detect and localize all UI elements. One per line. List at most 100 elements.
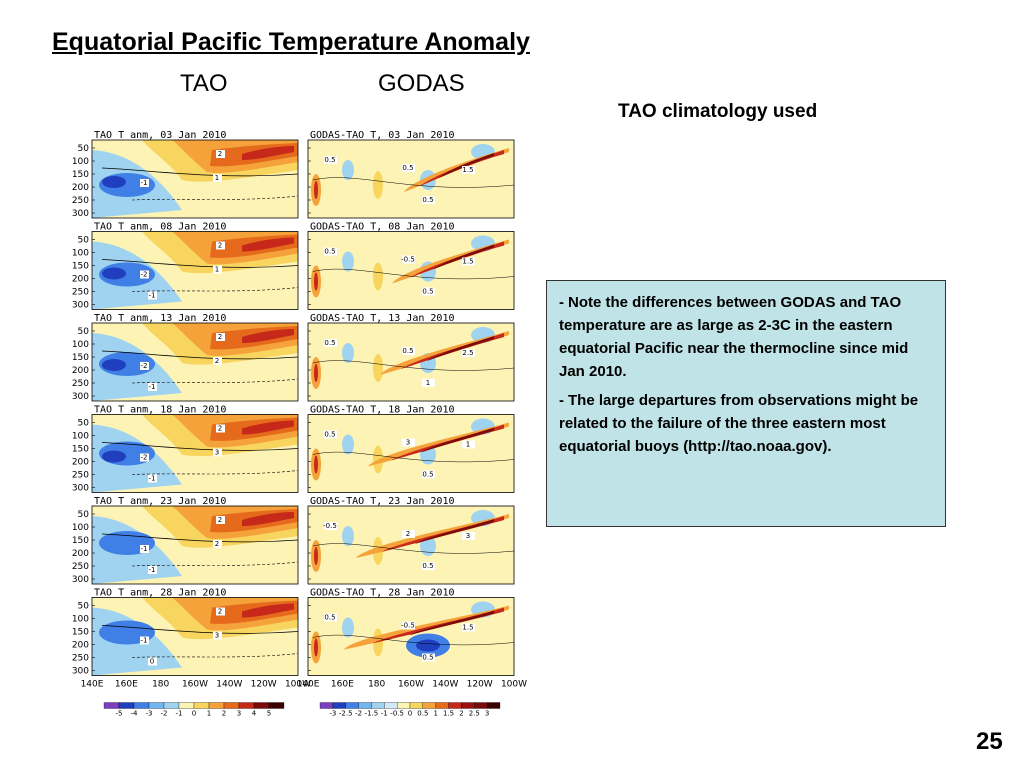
contour-label: -1 [141, 179, 148, 187]
contour-label: -2 [141, 271, 148, 279]
contour-label: 0.5 [324, 248, 335, 256]
depth-tick-label: 300 [72, 575, 89, 585]
depth-tick-label: 150 [72, 170, 89, 180]
colorbar-label: 2.5 [469, 710, 480, 718]
tao-panel-title: TAO T anm, 28 Jan 2010 [94, 588, 226, 599]
note-item-2: - The large departures from observations … [559, 389, 935, 458]
depth-tick-label: 150 [72, 536, 89, 546]
note-text-2: The large departures from observations m… [559, 392, 919, 455]
colorbar-label: 3 [485, 710, 489, 718]
depth-tick-label: 150 [72, 445, 89, 455]
godas-panel: GODAS-TAO T, 03 Jan 2010 0.5 0.5 1.5 0.5 [307, 130, 515, 219]
colorbar-label: 0 [408, 710, 412, 718]
contour-label: 2 [215, 540, 219, 548]
contour-label: 1 [215, 174, 219, 182]
colorbar-label: -1.5 [365, 710, 379, 718]
longitude-tick-label: 140E [297, 680, 320, 690]
colorbar-label: 0.5 [417, 710, 428, 718]
colorbar-label: 4 [252, 710, 257, 718]
tao-panel: TAO T anm, 28 Jan 2010 2 3 -1 0 [91, 588, 299, 676]
colorbar-label: -1 [381, 710, 388, 718]
note-item-1: - Note the differences between GODAS and … [559, 291, 935, 383]
contour-label: 1 [466, 441, 470, 449]
depth-tick-label: 300 [72, 484, 89, 494]
depth-tick-label: 100 [72, 157, 89, 167]
page-number: 25 [976, 728, 1003, 755]
contour-label: -0.5 [401, 622, 415, 630]
depth-tick-label: 300 [72, 209, 89, 219]
contour-label: 2 [218, 150, 222, 158]
longitude-tick-label: 140E [81, 680, 104, 690]
colorbar-label: 2 [222, 710, 226, 718]
colorbar-label: 1 [207, 710, 211, 718]
depth-tick-label: 300 [72, 392, 89, 402]
contour-label: 0.5 [324, 431, 335, 439]
depth-tick-label: 200 [72, 183, 89, 193]
longitude-tick-label: 160E [331, 680, 354, 690]
colorbar-label: -2.5 [339, 710, 353, 718]
note-text-1: Note the differences between GODAS and T… [559, 294, 909, 380]
depth-tick-label: 100 [72, 432, 89, 442]
tao-panel-title: TAO T anm, 13 Jan 2010 [94, 313, 226, 324]
colorbar-label: 1 [433, 710, 437, 718]
godas-panel-title: GODAS-TAO T, 23 Jan 2010 [310, 496, 455, 507]
colorbar-label: 3 [237, 710, 241, 718]
depth-tick-label: 200 [72, 641, 89, 651]
longitude-tick-label: 140W [216, 680, 242, 690]
colorbar-label: -3 [146, 710, 153, 718]
depth-tick-label: 250 [72, 562, 89, 572]
contour-label: 1 [426, 379, 430, 387]
tao-panel: TAO T anm, 08 Jan 2010 2 1 -2 -1 [91, 222, 299, 310]
depth-tick-label: 250 [72, 471, 89, 481]
godas-column-label: GODAS [378, 70, 465, 97]
godas-panel-title: GODAS-TAO T, 13 Jan 2010 [310, 313, 455, 324]
tao-column-label: TAO [180, 70, 228, 97]
colorbar-label: -4 [131, 710, 139, 718]
depth-tick-label: 100 [72, 249, 89, 259]
depth-tick-label: 100 [72, 523, 89, 533]
slide-title: Equatorial Pacific Temperature Anomaly [52, 28, 530, 56]
godas-panel: GODAS-TAO T, 23 Jan 2010 -0.5 2 3 0.5 [307, 496, 515, 585]
depth-tick-label: 50 [78, 236, 90, 246]
colorbar: -3 -2.5 -2 -1.5 -1 -0.5 0 0.5 1 1.5 2 2.5 3 [319, 702, 501, 718]
godas-panel-title: GODAS-TAO T, 03 Jan 2010 [310, 130, 455, 141]
longitude-tick-label: 180 [152, 680, 169, 690]
tao-panel-title: TAO T anm, 18 Jan 2010 [94, 405, 226, 416]
contour-label: 2 [218, 333, 222, 341]
contour-label: -2 [141, 362, 148, 370]
contour-label: 1.5 [462, 624, 473, 632]
colorbar-label: -1 [176, 710, 183, 718]
longitude-tick-label: 180 [368, 680, 385, 690]
godas-panel: GODAS-TAO T, 13 Jan 2010 0.5 0.5 2.5 1 [307, 313, 515, 402]
climatology-note: TAO climatology used [618, 101, 818, 122]
longitude-tick-label: 100W [285, 680, 311, 690]
colorbar-label: -2 [161, 710, 168, 718]
longitude-tick-label: 160E [115, 680, 138, 690]
godas-panel-title: GODAS-TAO T, 08 Jan 2010 [310, 222, 455, 233]
longitude-tick-label: 140W [432, 680, 458, 690]
colorbar-label: 5 [267, 710, 271, 718]
contour-label: 3 [215, 449, 219, 457]
contour-label: 2 [218, 242, 222, 250]
tao-panel: TAO T anm, 23 Jan 2010 2 2 -1 -1 [91, 496, 299, 585]
contour-label: 1 [215, 266, 219, 274]
contour-label: -1 [149, 292, 156, 300]
contour-label: 0.5 [422, 288, 433, 296]
depth-tick-label: 150 [72, 628, 89, 638]
tao-panel-title: TAO T anm, 03 Jan 2010 [94, 130, 226, 141]
tao-panel: TAO T anm, 13 Jan 2010 2 2 -2 -1 [91, 313, 299, 402]
tao-panel: TAO T anm, 03 Jan 2010 2 1 -1 [91, 130, 299, 219]
contour-label: -2 [141, 454, 148, 462]
contour-label: 0 [150, 658, 154, 666]
godas-panel: GODAS-TAO T, 18 Jan 2010 0.5 3 1 0.5 [307, 405, 515, 493]
contour-label: 0.5 [324, 339, 335, 347]
bullet-marker: - [559, 392, 564, 409]
depth-tick-label: 50 [78, 510, 90, 520]
contour-label: -0.5 [401, 256, 415, 264]
contour-label: 2.5 [462, 349, 473, 357]
contour-label: 2 [218, 516, 222, 524]
contour-label: 1.5 [462, 258, 473, 266]
contour-label: 2 [218, 425, 222, 433]
contour-label: 0.5 [402, 164, 413, 172]
depth-tick-label: 150 [72, 353, 89, 363]
